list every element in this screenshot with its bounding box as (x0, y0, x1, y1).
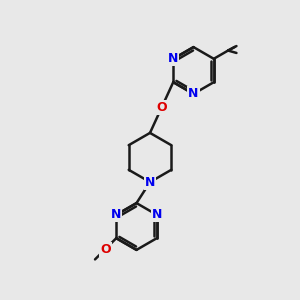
Text: N: N (188, 87, 199, 101)
Text: N: N (145, 176, 155, 189)
Text: N: N (111, 208, 122, 221)
Text: O: O (156, 101, 167, 114)
Text: N: N (168, 52, 178, 65)
Text: O: O (100, 243, 110, 256)
Text: N: N (152, 208, 162, 221)
